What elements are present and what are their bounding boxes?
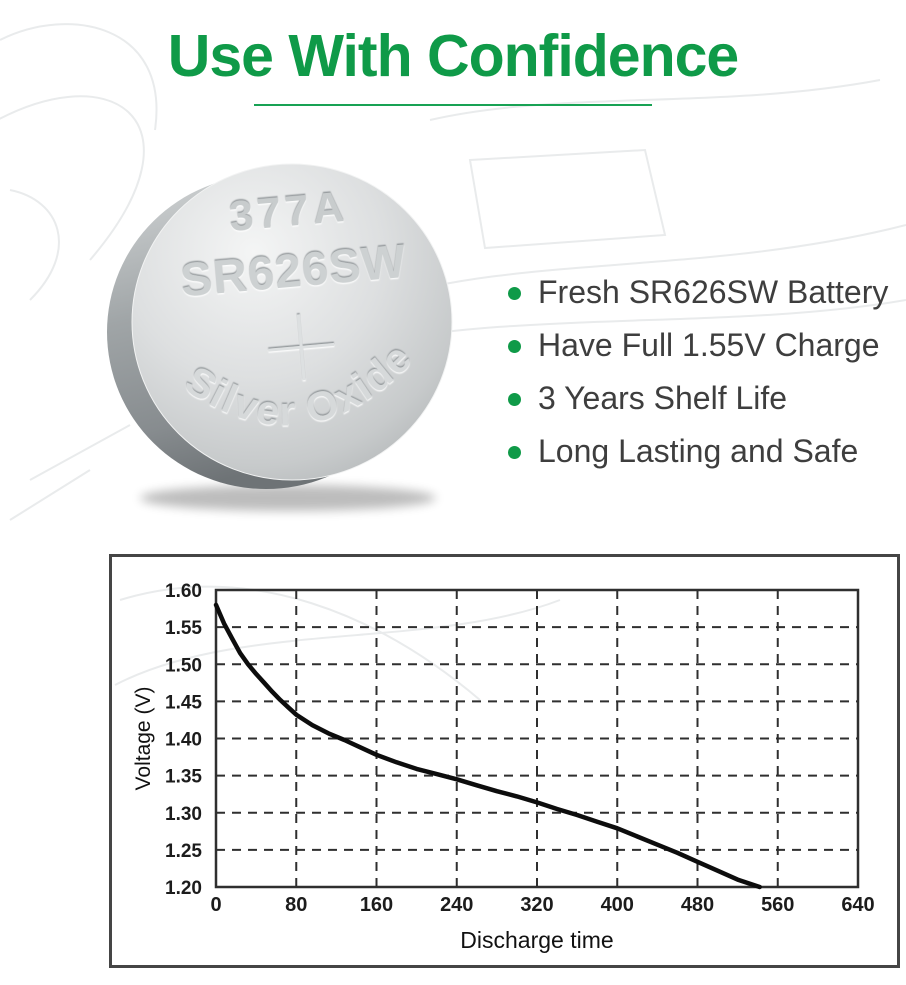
svg-text:1.50: 1.50 xyxy=(165,655,202,676)
svg-text:400: 400 xyxy=(601,894,634,916)
feature-item: Have Full 1.55V Charge xyxy=(508,326,888,363)
svg-text:0: 0 xyxy=(210,894,221,916)
svg-text:1.45: 1.45 xyxy=(165,692,202,713)
svg-text:560: 560 xyxy=(761,894,794,916)
x-tick-labels: 0 80 160 240 320 400 480 560 640 xyxy=(210,894,874,916)
feature-text: Have Full 1.55V Charge xyxy=(538,326,880,363)
discharge-curve xyxy=(213,602,762,890)
battery-face xyxy=(131,163,453,481)
svg-text:80: 80 xyxy=(285,894,307,916)
battery-shadow xyxy=(140,485,436,511)
bullet-icon xyxy=(508,339,521,353)
battery-image: 377A SR626SW Silver Oxide xyxy=(107,163,453,511)
feature-item: Fresh SR626SW Battery xyxy=(508,273,889,310)
chart-panel: 1.20 1.25 1.30 1.35 1.40 1.45 1.50 1.55 1.60 0 80 1… xyxy=(109,554,900,968)
svg-text:640: 640 xyxy=(841,894,874,916)
battery-code-text: 377A xyxy=(227,183,350,241)
battery-plus-icon xyxy=(268,314,335,381)
svg-text:480: 480 xyxy=(681,894,714,916)
svg-text:1.25: 1.25 xyxy=(165,841,202,862)
bullet-icon xyxy=(508,392,521,406)
feature-text: 3 Years Shelf Life xyxy=(538,379,788,416)
feature-text: Fresh SR626SW Battery xyxy=(538,273,889,310)
svg-text:1.30: 1.30 xyxy=(165,804,202,825)
feature-list: Fresh SR626SW Battery Have Full 1.55V Ch… xyxy=(508,273,889,488)
title-underline xyxy=(254,104,652,106)
bullet-icon xyxy=(508,445,521,459)
svg-text:240: 240 xyxy=(440,894,473,916)
y-axis-label: Voltage (V) xyxy=(132,687,155,791)
chart-grid xyxy=(216,590,858,887)
svg-text:1.35: 1.35 xyxy=(165,767,202,788)
svg-text:1.60: 1.60 xyxy=(165,581,202,602)
bullet-icon xyxy=(508,286,521,300)
svg-text:1.20: 1.20 xyxy=(165,878,202,899)
y-tick-labels: 1.20 1.25 1.30 1.35 1.40 1.45 1.50 1.55 1.60 xyxy=(165,581,202,899)
plot-border xyxy=(214,588,860,889)
page-title: Use With Confidence xyxy=(167,23,740,89)
x-axis-label: Discharge time xyxy=(460,927,613,953)
feature-text: Long Lasting and Safe xyxy=(538,432,859,469)
svg-text:160: 160 xyxy=(360,894,393,916)
svg-text:1.55: 1.55 xyxy=(165,618,202,639)
feature-item: Long Lasting and Safe xyxy=(508,432,888,469)
svg-text:320: 320 xyxy=(520,894,553,916)
svg-text:1.40: 1.40 xyxy=(165,730,202,751)
discharge-chart: 1.20 1.25 1.30 1.35 1.40 1.45 1.50 1.55 1.60 0 80 1… xyxy=(132,581,875,953)
feature-item: 3 Years Shelf Life xyxy=(508,379,888,416)
